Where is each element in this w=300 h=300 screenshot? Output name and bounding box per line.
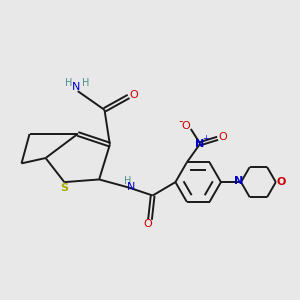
Text: N: N	[234, 176, 244, 186]
Text: S: S	[60, 183, 68, 193]
Text: H: H	[82, 78, 89, 88]
Text: O: O	[277, 177, 286, 187]
Text: O: O	[130, 90, 138, 100]
Text: O: O	[143, 219, 152, 230]
Text: H: H	[124, 176, 132, 186]
Text: O: O	[182, 121, 190, 131]
Text: O: O	[218, 132, 227, 142]
Text: H: H	[65, 78, 72, 88]
Text: N: N	[127, 182, 136, 193]
Text: N: N	[72, 82, 81, 92]
Text: N: N	[195, 139, 204, 149]
Text: +: +	[202, 134, 209, 143]
Text: -: -	[178, 115, 183, 128]
